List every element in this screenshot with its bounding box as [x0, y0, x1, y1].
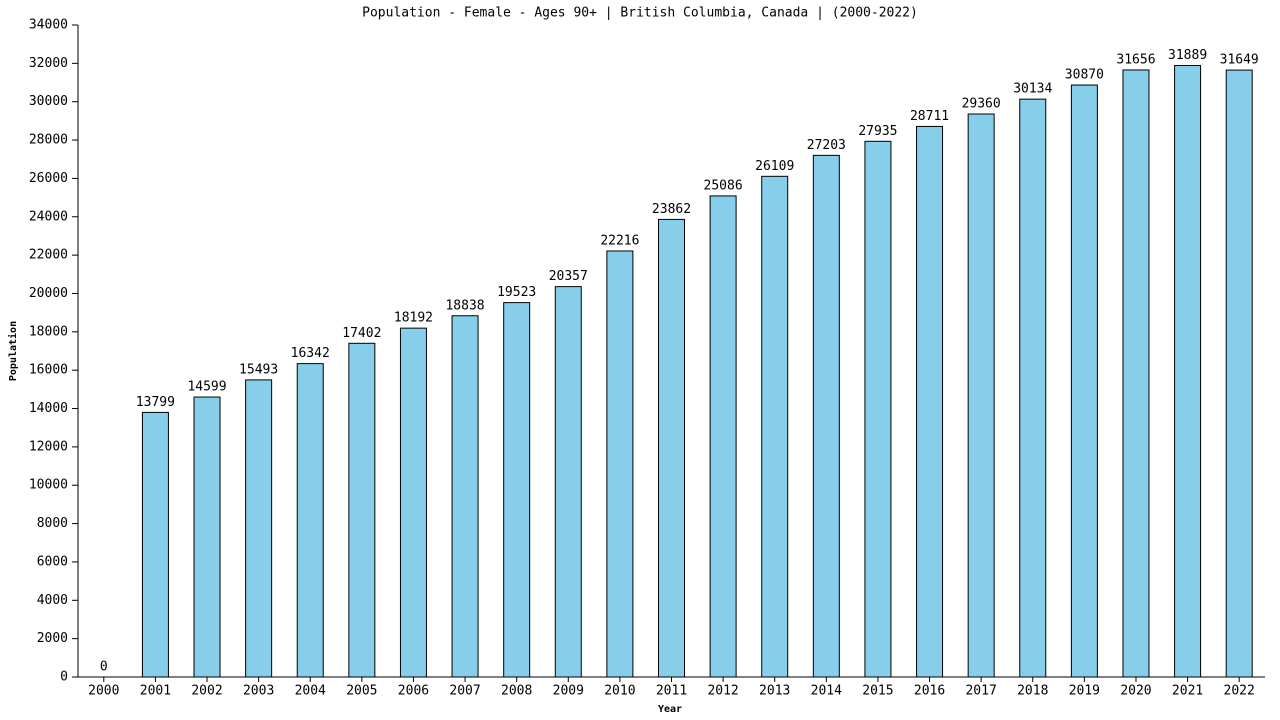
y-tick-label: 20000: [29, 286, 68, 301]
x-tick-label: 2017: [965, 684, 996, 699]
value-label: 30870: [1065, 68, 1104, 83]
value-label: 15493: [239, 362, 278, 377]
x-tick-label: 2003: [243, 684, 274, 699]
value-label: 18838: [445, 298, 484, 313]
value-label: 27935: [858, 124, 897, 139]
x-tick-label: 2021: [1172, 684, 1203, 699]
bar: [193, 396, 221, 678]
x-axis-label: Year: [658, 704, 682, 715]
value-label: 30134: [1013, 82, 1052, 97]
x-tick-label: 2019: [1069, 684, 1100, 699]
value-label: 19523: [497, 285, 536, 300]
x-tick-label: 2018: [1017, 684, 1048, 699]
x-tick-label: 2009: [553, 684, 584, 699]
y-tick-label: 16000: [29, 363, 68, 378]
bar: [503, 302, 531, 678]
value-label: 22216: [600, 233, 639, 248]
x-tick-label: 2000: [88, 684, 119, 699]
x-tick-label: 2022: [1224, 684, 1255, 699]
bar: [348, 342, 376, 678]
bar: [296, 363, 324, 678]
x-tick-label: 2001: [140, 684, 171, 699]
y-tick-label: 26000: [29, 171, 68, 186]
value-label: 31889: [1168, 48, 1207, 63]
x-tick-label: 2010: [604, 684, 635, 699]
y-tick-label: 30000: [29, 94, 68, 109]
bar: [1174, 64, 1202, 678]
value-label: 31649: [1220, 53, 1259, 68]
bar: [967, 113, 995, 678]
bar: [709, 195, 737, 678]
value-label: 18192: [394, 311, 433, 326]
y-tick-label: 32000: [29, 56, 68, 71]
y-tick-label: 2000: [37, 631, 68, 646]
y-tick-label: 8000: [37, 516, 68, 531]
value-label: 28711: [910, 109, 949, 124]
bar: [451, 315, 479, 678]
x-tick-label: 2016: [914, 684, 945, 699]
bar: [864, 140, 892, 678]
bar: [554, 286, 582, 678]
y-axis-label: Population: [7, 321, 19, 381]
bar: [1225, 69, 1253, 678]
x-tick-label: 2012: [707, 684, 738, 699]
bar: [812, 154, 840, 678]
x-tick-label: 2014: [811, 684, 842, 699]
y-tick-label: 0: [60, 670, 68, 685]
x-tick-label: 2006: [398, 684, 429, 699]
x-tick-label: 2020: [1120, 684, 1151, 699]
value-label: 23862: [652, 202, 691, 217]
x-tick-label: 2015: [862, 684, 893, 699]
y-tick-label: 10000: [29, 478, 68, 493]
value-label: 16342: [291, 346, 330, 361]
bar: [606, 250, 634, 678]
value-label: 20357: [549, 269, 588, 284]
x-tick-label: 2002: [191, 684, 222, 699]
bar: [658, 218, 685, 678]
x-tick-label: 2004: [295, 684, 326, 699]
y-tick-label: 14000: [29, 401, 68, 416]
y-tick-label: 18000: [29, 324, 68, 339]
y-tick-label: 4000: [37, 593, 68, 608]
x-tick-label: 2011: [656, 684, 687, 699]
value-label: 14599: [187, 380, 226, 395]
value-label: 27203: [807, 138, 846, 153]
bar: [399, 327, 427, 678]
y-tick-label: 6000: [37, 554, 68, 569]
y-tick-label: 34000: [29, 18, 68, 33]
y-tick-label: 24000: [29, 209, 68, 224]
y-tick-label: 28000: [29, 133, 68, 148]
bar: [1070, 84, 1098, 678]
bar: [1019, 98, 1047, 678]
bar: [916, 125, 944, 678]
x-tick-label: 2007: [449, 684, 480, 699]
bar: [245, 379, 273, 678]
bar: [1122, 69, 1150, 678]
x-tick-label: 2013: [759, 684, 790, 699]
value-label: 29360: [962, 96, 1001, 111]
value-label: 26109: [755, 159, 794, 174]
value-label: 25086: [704, 178, 743, 193]
x-tick-label: 2005: [346, 684, 377, 699]
bar: [761, 175, 789, 678]
bar: [141, 411, 169, 678]
x-tick-label: 2008: [501, 684, 532, 699]
y-tick-label: 12000: [29, 439, 68, 454]
y-tick-label: 22000: [29, 248, 68, 263]
value-label: 31656: [1116, 52, 1155, 67]
value-label: 0: [100, 660, 108, 675]
value-label: 17402: [342, 326, 381, 341]
value-label: 13799: [136, 395, 175, 410]
chart-title: Population - Female - Ages 90+ | British…: [362, 6, 918, 21]
